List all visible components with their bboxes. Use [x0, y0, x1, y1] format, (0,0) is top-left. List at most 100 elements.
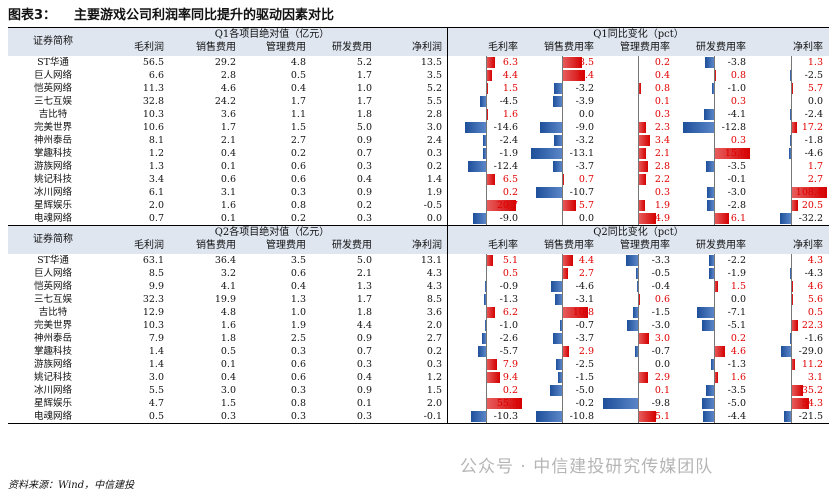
chg-value: 0.3 — [654, 109, 670, 120]
chg-bar — [484, 294, 486, 305]
abs-value: 4.1 — [220, 281, 236, 292]
chg-value: -2.2 — [727, 255, 746, 266]
chg-value: 1.6 — [502, 109, 518, 120]
chg-bar — [558, 372, 562, 383]
abs-value: 1.8 — [356, 307, 372, 318]
abs-value: 0.4 — [220, 148, 236, 159]
header-abs-col: 管理费用 — [266, 42, 306, 53]
abs-value: 0.9 — [356, 135, 372, 146]
zero-axis — [791, 397, 792, 410]
chg-value: -1.0 — [499, 320, 518, 331]
block-divider — [447, 27, 448, 225]
zero-axis — [562, 267, 563, 280]
table-header: 证券简称 Q1各项目绝对值（亿元） Q1同比变化（pct） 毛利润 销售费用 管理费用 研发… — [8, 27, 829, 56]
chg-value: 3.0 — [654, 333, 670, 344]
chg-bar — [638, 411, 657, 422]
abs-value: 5.5 — [148, 385, 164, 396]
abs-value: 0.7 — [148, 213, 164, 224]
table-row: 姚记科技 3.0 0.4 0.6 0.4 1.2 9.4 -1.5 2.9 1.6 3.1 — [8, 371, 829, 384]
chg-bar — [714, 346, 726, 357]
chg-value: 2.9 — [578, 346, 594, 357]
chg-bar — [473, 213, 486, 224]
chg-bar — [471, 411, 486, 422]
zero-axis — [486, 397, 487, 410]
chg-bar — [705, 385, 714, 396]
zero-axis — [486, 280, 487, 293]
zero-axis — [791, 199, 792, 212]
chg-value: -1.0 — [727, 83, 746, 94]
chg-bar — [483, 148, 486, 159]
security-name: 电魂网络 — [33, 411, 72, 422]
abs-value: 1.4 — [148, 359, 164, 370]
chg-value: 2.9 — [654, 372, 670, 383]
zero-axis — [562, 212, 563, 225]
figure-title: 图表3： 主要游戏公司利润率同比提升的驱动因素对比 — [8, 4, 334, 26]
chg-bar — [711, 83, 714, 94]
zero-axis — [714, 306, 715, 319]
zero-axis — [791, 173, 792, 186]
header-chg-col: 管理费用率 — [620, 42, 670, 53]
header-chg-col: 净利率 — [793, 240, 823, 251]
chg-bar — [789, 148, 791, 159]
abs-value: 0.0 — [426, 213, 442, 224]
abs-value: 10.3 — [142, 109, 164, 120]
zero-axis — [791, 332, 792, 345]
zero-axis — [486, 147, 487, 160]
chg-value: 5.1 — [502, 255, 518, 266]
chg-value: -29.0 — [798, 346, 823, 357]
chg-bar — [536, 411, 562, 422]
abs-value: 1.5 — [290, 122, 306, 133]
abs-value: 36.4 — [214, 255, 236, 266]
abs-value: 13.1 — [420, 255, 442, 266]
zero-axis — [562, 56, 563, 69]
chg-value: -4.3 — [804, 268, 823, 279]
header-abs-title: Q1各项目绝对值（亿元） — [214, 29, 330, 40]
abs-value: 0.1 — [220, 161, 236, 172]
chg-bar — [707, 200, 714, 211]
zero-axis — [486, 121, 487, 134]
chg-value: 9.4 — [578, 70, 594, 81]
rule — [8, 225, 829, 226]
abs-value: 1.3 — [356, 281, 372, 292]
abs-value: 0.6 — [290, 359, 306, 370]
zero-axis — [562, 319, 563, 332]
chg-value: 108.4 — [795, 187, 823, 198]
chg-bar — [486, 174, 496, 185]
zero-axis — [714, 410, 715, 423]
chg-value: 1.5 — [502, 83, 518, 94]
zero-axis — [562, 186, 563, 199]
chg-value: -1.9 — [727, 268, 746, 279]
chg-value: 8.5 — [578, 57, 594, 68]
table-row: ST华通 63.1 36.4 3.5 5.0 13.1 5.1 4.4 -3.3 -2.2 4.3 — [8, 254, 829, 267]
abs-value: 5.2 — [356, 57, 372, 68]
chg-value: 0.5 — [502, 268, 518, 279]
table-row: ST华通 56.5 29.2 4.8 5.2 13.5 6.3 8.5 0.2 -3.8 1.3 — [8, 56, 829, 69]
chg-bar — [486, 83, 489, 94]
chg-bar — [638, 372, 649, 383]
chg-value: -14.6 — [493, 122, 518, 133]
abs-value: 4.8 — [290, 57, 306, 68]
zero-axis — [791, 267, 792, 280]
zero-axis — [791, 160, 792, 173]
chg-value: 9.4 — [502, 372, 518, 383]
chg-bar — [705, 161, 714, 172]
zero-axis — [638, 134, 639, 147]
chg-bar — [714, 213, 729, 224]
zero-axis — [562, 345, 563, 358]
abs-value: 0.3 — [426, 359, 442, 370]
abs-value: 0.5 — [148, 411, 164, 422]
chg-value: 0.4 — [654, 70, 670, 81]
chg-bar — [486, 57, 496, 68]
zero-axis — [714, 358, 715, 371]
chg-bar — [562, 57, 583, 68]
chg-value: 1.7 — [807, 161, 823, 172]
header-abs-title: Q2各项目绝对值（亿元） — [214, 227, 330, 238]
chg-value: 22.3 — [801, 320, 823, 331]
zero-axis — [562, 199, 563, 212]
abs-value: 0.6 — [290, 372, 306, 383]
abs-value: 0.3 — [426, 148, 442, 159]
header-abs-col: 研发费用 — [332, 240, 372, 251]
zero-axis — [714, 319, 715, 332]
zero-axis — [486, 267, 487, 280]
chg-value: 6.2 — [502, 307, 518, 318]
